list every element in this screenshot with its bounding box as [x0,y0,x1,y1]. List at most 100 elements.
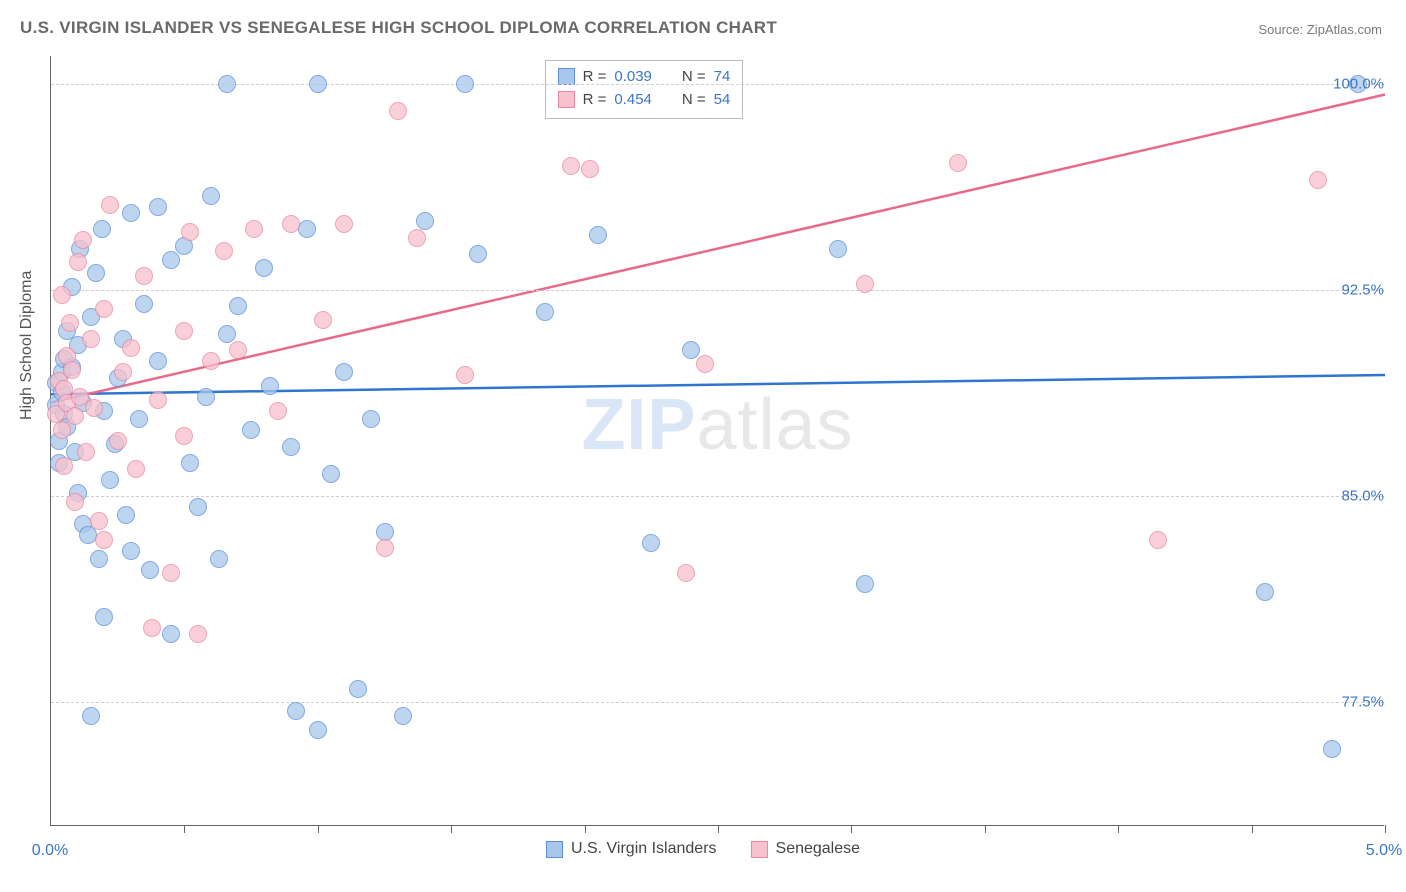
scatter-point-usvi [82,707,100,725]
scatter-point-usvi [362,410,380,428]
y-tick-label: 92.5% [1341,281,1384,298]
scatter-point-usvi [261,377,279,395]
scatter-point-usvi [202,187,220,205]
scatter-point-senegalese [456,366,474,384]
scatter-point-senegalese [245,220,263,238]
scatter-point-senegalese [389,102,407,120]
scatter-point-usvi [469,245,487,263]
scatter-point-usvi [122,542,140,560]
scatter-point-senegalese [114,363,132,381]
scatter-point-senegalese [95,531,113,549]
scatter-point-senegalese [122,339,140,357]
scatter-point-senegalese [90,512,108,530]
scatter-point-senegalese [175,427,193,445]
scatter-point-usvi [117,506,135,524]
scatter-point-usvi [322,465,340,483]
scatter-point-usvi [218,75,236,93]
legend-n-value: 74 [714,65,731,88]
x-tick-label: 0.0% [32,842,68,860]
legend-n-label: N = [682,65,706,88]
scatter-point-senegalese [63,361,81,379]
scatter-point-usvi [229,297,247,315]
scatter-point-senegalese [61,314,79,332]
scatter-point-senegalese [696,355,714,373]
scatter-point-usvi [130,410,148,428]
scatter-point-usvi [181,454,199,472]
legend-series-label: Senegalese [776,840,861,858]
scatter-point-senegalese [143,619,161,637]
scatter-point-senegalese [189,625,207,643]
gridline [51,290,1384,291]
scatter-point-usvi [93,220,111,238]
scatter-point-senegalese [215,242,233,260]
scatter-point-senegalese [282,215,300,233]
scatter-point-senegalese [55,457,73,475]
scatter-point-senegalese [162,564,180,582]
scatter-point-usvi [149,198,167,216]
trend-line [51,95,1385,403]
scatter-point-usvi [197,388,215,406]
scatter-point-usvi [856,575,874,593]
scatter-point-usvi [1323,740,1341,758]
y-tick-label: 85.0% [1341,488,1384,505]
scatter-point-senegalese [69,253,87,271]
scatter-point-usvi [218,325,236,343]
scatter-point-usvi [122,204,140,222]
scatter-point-senegalese [66,407,84,425]
scatter-point-usvi [210,550,228,568]
scatter-point-senegalese [74,231,92,249]
gridline [51,496,1384,497]
x-tick [585,825,586,833]
scatter-point-senegalese [82,330,100,348]
scatter-point-usvi [282,438,300,456]
x-tick [1385,825,1386,833]
legend-swatch [546,841,563,858]
source-label: Source: ZipAtlas.com [1258,22,1382,37]
legend-swatch [558,91,575,108]
x-tick [851,825,852,833]
y-tick-label: 77.5% [1341,694,1384,711]
scatter-point-usvi [1256,583,1274,601]
scatter-point-senegalese [949,154,967,172]
scatter-point-senegalese [269,402,287,420]
x-tick [1252,825,1253,833]
legend-n-label: N = [682,88,706,111]
scatter-point-usvi [335,363,353,381]
scatter-point-senegalese [66,493,84,511]
scatter-point-senegalese [408,229,426,247]
scatter-point-usvi [149,352,167,370]
scatter-point-senegalese [95,300,113,318]
scatter-point-usvi [255,259,273,277]
scatter-point-usvi [162,251,180,269]
legend-stats-box: R = 0.039N = 74R = 0.454N = 54 [545,60,744,119]
scatter-point-senegalese [53,286,71,304]
watermark: ZIPatlas [581,384,853,466]
x-tick [718,825,719,833]
scatter-point-usvi [141,561,159,579]
scatter-point-usvi [642,534,660,552]
x-tick [184,825,185,833]
legend-r-label: R = [583,88,607,111]
scatter-point-senegalese [1149,531,1167,549]
y-axis-label: High School Diploma [18,271,36,420]
y-tick-label: 100.0% [1333,75,1384,92]
scatter-point-usvi [95,608,113,626]
scatter-point-usvi [589,226,607,244]
scatter-point-senegalese [77,443,95,461]
scatter-point-senegalese [202,352,220,370]
scatter-point-senegalese [856,275,874,293]
scatter-point-usvi [829,240,847,258]
scatter-point-senegalese [181,223,199,241]
x-tick-label: 5.0% [1366,842,1402,860]
trend-lines-layer [51,56,1384,825]
scatter-point-senegalese [335,215,353,233]
scatter-point-usvi [376,523,394,541]
x-tick [1118,825,1119,833]
gridline [51,702,1384,703]
legend-stat-row: R = 0.039N = 74 [558,65,731,88]
scatter-point-senegalese [1309,171,1327,189]
x-tick [318,825,319,833]
legend-series-item: Senegalese [751,840,861,858]
trend-line [51,375,1385,394]
x-tick [451,825,452,833]
